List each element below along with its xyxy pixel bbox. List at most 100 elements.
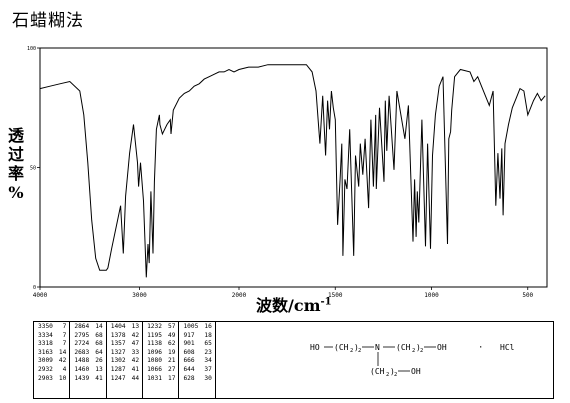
peak-row: 3334 7 [38, 332, 66, 341]
peak-row: 1357 47 [111, 340, 139, 349]
structure-close-paren: ) [416, 343, 421, 352]
peak-column: 1005 16 917 18 901 65 608 23 666 34 644 37 628 30 [179, 322, 216, 398]
peak-row: 1195 49 [147, 332, 175, 341]
structure-ch2-right: (CH [396, 343, 411, 352]
peak-row: 1404 13 [111, 323, 139, 332]
peak-row: 1066 27 [147, 366, 175, 375]
peak-transmittance: 27 [167, 365, 176, 373]
peak-row: 1232 57 [147, 323, 175, 332]
peak-wavenumber: 3334 [38, 331, 53, 339]
peak-transmittance: 4 [62, 365, 67, 373]
y-tick-label: 100 [27, 46, 36, 52]
x-tick-label: 1500 [328, 292, 343, 299]
peak-table: 3350 7 3334 7 3318 7 3163 14 3009 42 2932 4 2903 10 28… [34, 322, 216, 398]
peak-transmittance: 34 [204, 357, 212, 365]
peak-column: 1232 57 1195 49 1138 62 1096 19 1080 21 1066 27 1031… [143, 322, 180, 398]
structure-oh-right: OH [437, 343, 447, 352]
peak-wavenumber: 1005 [183, 323, 199, 330]
x-tick-label: 500 [522, 292, 533, 299]
structure-drawing: HO (CH 2 ) 2 N (CH 2 ) 2 OH · HCl (CH 2 … [310, 343, 515, 378]
structure-ho: HO [310, 343, 320, 352]
structure-dot: · [478, 343, 483, 353]
peak-transmittance: 68 [95, 340, 103, 348]
peak-transmittance: 65 [204, 340, 212, 348]
structure-subscript: 2 [420, 348, 423, 354]
peak-transmittance: 18 [204, 331, 212, 339]
x-tick-label: 4000 [33, 292, 48, 299]
peak-transmittance: 13 [131, 323, 140, 330]
peak-wavenumber: 1066 [147, 365, 162, 373]
peak-wavenumber: 1327 [110, 348, 126, 356]
peak-row: 1488 26 [74, 357, 102, 366]
peak-row: 2932 4 [38, 366, 66, 375]
peak-row: 2683 64 [74, 349, 102, 358]
peak-wavenumber: 1357 [110, 340, 126, 348]
peak-wavenumber: 628 [183, 374, 195, 382]
peak-row: 3009 42 [38, 357, 66, 366]
peak-transmittance: 62 [167, 340, 176, 348]
peak-transmittance: 47 [131, 340, 140, 348]
peak-column: 1404 13 1378 42 1357 47 1327 33 1302 42 1287 41 1247… [107, 322, 144, 398]
y-axis-label: 透 过 率 % [4, 126, 28, 202]
peak-transmittance: 14 [58, 348, 67, 356]
chart-title: 石蜡糊法 [12, 11, 84, 31]
peak-row: 901 65 [183, 340, 211, 349]
x-axis-label-exponent: -1 [320, 296, 332, 308]
peak-wavenumber: 1080 [147, 357, 162, 365]
structure-subscript: 2 [394, 372, 397, 378]
peak-wavenumber: 3163 [38, 348, 53, 356]
peak-column: 3350 7 3334 7 3318 7 3163 14 3009 42 2932 4 2903 10 [34, 322, 71, 398]
peak-wavenumber: 644 [183, 365, 195, 373]
peak-transmittance: 37 [204, 365, 212, 373]
peak-wavenumber: 3009 [38, 357, 53, 365]
peak-wavenumber: 1404 [110, 323, 126, 330]
peak-transmittance: 26 [95, 357, 103, 365]
peak-row: 2724 68 [74, 340, 102, 349]
peak-wavenumber: 2683 [74, 348, 90, 356]
peak-wavenumber: 917 [183, 331, 195, 339]
peak-transmittance: 41 [95, 374, 103, 382]
peak-row: 1378 42 [111, 332, 139, 341]
y-tick-label: 50 [30, 166, 36, 172]
structure-close-paren: ) [354, 343, 359, 352]
peak-transmittance: 42 [131, 357, 140, 365]
structure-subscript: 2 [350, 348, 353, 354]
peak-row: 1460 13 [74, 366, 102, 375]
peak-transmittance: 10 [58, 374, 67, 382]
peak-row: 3163 14 [38, 349, 66, 358]
structure-subscript: 2 [358, 348, 361, 354]
peak-wavenumber: 2795 [74, 331, 90, 339]
peak-row: 1302 42 [111, 357, 139, 366]
peak-transmittance: 33 [131, 348, 140, 356]
peak-transmittance: 44 [131, 374, 140, 382]
peak-row: 1005 16 [183, 323, 211, 332]
peak-row: 628 30 [183, 375, 211, 384]
peak-wavenumber: 3350 [38, 323, 53, 330]
peak-transmittance: 42 [58, 357, 67, 365]
structure-hcl: HCl [500, 343, 515, 352]
peak-transmittance: 42 [131, 331, 140, 339]
peak-column: 2864 14 2795 68 2724 68 2683 64 1488 26 1460 13 1439… [70, 322, 107, 398]
peak-row: 917 18 [183, 332, 211, 341]
peak-wavenumber: 1488 [74, 357, 90, 365]
peak-transmittance: 21 [167, 357, 176, 365]
peak-row: 1247 44 [111, 375, 139, 384]
x-axis-label-text: 波数/cm [256, 296, 321, 315]
peak-transmittance: 57 [167, 323, 176, 330]
plot-frame [39, 47, 548, 288]
peak-transmittance: 14 [95, 323, 103, 330]
peak-row: 2903 10 [38, 375, 66, 384]
peak-row: 608 23 [183, 349, 211, 358]
peak-transmittance: 64 [95, 348, 103, 356]
chemical-structure: HO (CH 2 ) 2 N (CH 2 ) 2 OH · HCl (CH 2 … [302, 322, 555, 398]
structure-subscript: 2 [412, 348, 415, 354]
peak-row: 1287 41 [111, 366, 139, 375]
peak-wavenumber: 2903 [38, 374, 53, 382]
y-tick-label: 0 [33, 285, 36, 291]
peak-wavenumber: 608 [183, 348, 195, 356]
peak-wavenumber: 1287 [110, 365, 126, 373]
x-tick-label: 1000 [424, 292, 439, 299]
peak-transmittance: 41 [131, 365, 140, 373]
peak-wavenumber: 1247 [110, 374, 126, 382]
